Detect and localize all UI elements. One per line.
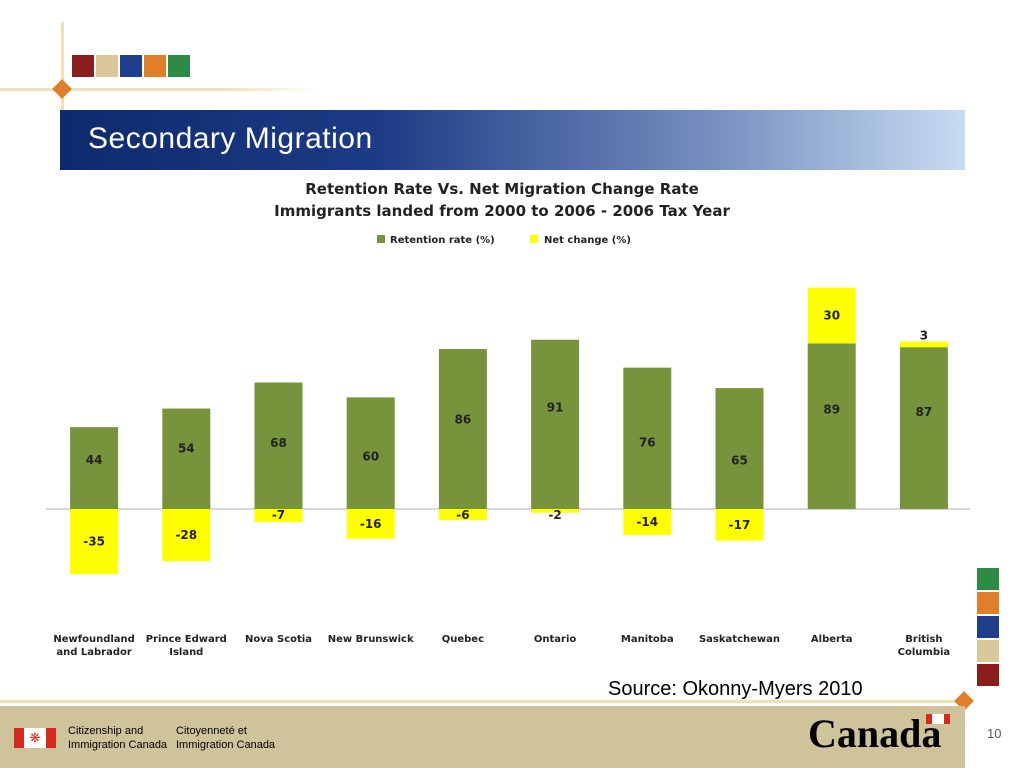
- category-label: New Brunswick: [328, 634, 414, 645]
- department-en-line-1: Citizenship and: [68, 725, 144, 737]
- category-label: Saskatchewan: [699, 634, 780, 645]
- source-citation: Source: Okonny-Myers 2010: [608, 678, 863, 700]
- bar-retention-quebec: [438, 349, 487, 509]
- bar-net-change-quebec: [438, 509, 487, 521]
- data-label-retention: 54: [178, 442, 195, 456]
- chart-title-line-2: Immigrants landed from 2000 to 2006 - 20…: [274, 202, 730, 220]
- data-label-retention: 91: [547, 400, 564, 414]
- bar-net-change-new-brunswick: [346, 509, 395, 539]
- category-label: Island: [169, 647, 203, 658]
- department-fr-line-1: Citoyenneté et: [176, 725, 247, 737]
- category-label: Nova Scotia: [245, 634, 312, 645]
- page-number: 10: [987, 726, 1002, 741]
- canada-flag-icon: ❋: [14, 728, 56, 748]
- data-label-net-change: -17: [729, 518, 751, 532]
- data-label-retention: 86: [455, 412, 472, 426]
- swatch-green: [977, 568, 999, 590]
- bar-retention-nova-scotia: [254, 382, 303, 509]
- footer-divider: [0, 700, 965, 703]
- bar-net-change-prince-edward-island: [162, 509, 211, 562]
- data-label-net-change: -35: [83, 535, 105, 549]
- bar-retention-manitoba: [623, 367, 672, 509]
- data-label-retention: 87: [916, 405, 933, 419]
- data-label-retention: 76: [639, 436, 656, 450]
- bar-retention-ontario: [531, 339, 580, 509]
- bar-retention-saskatchewan: [715, 388, 764, 509]
- category-label: British: [905, 634, 942, 645]
- color-swatch-row: [72, 55, 190, 77]
- swatch-dark-red: [977, 664, 999, 686]
- bar-retention-british-columbia: [899, 347, 948, 509]
- data-label-retention: 89: [823, 403, 840, 417]
- data-label-retention: 68: [270, 436, 287, 450]
- bar-net-change-nova-scotia: [254, 509, 303, 523]
- orange-diamond-top: [52, 79, 72, 99]
- legend-label-net-change: Net change (%): [544, 235, 631, 246]
- swatch-green: [168, 55, 190, 77]
- data-label-net-change: -16: [360, 517, 382, 531]
- data-label-retention: 44: [86, 453, 103, 467]
- data-label-net-change: -2: [548, 508, 561, 522]
- swatch-blue: [120, 55, 142, 77]
- legend-swatch-retention: [377, 235, 385, 243]
- category-label: Newfoundland: [53, 634, 134, 645]
- bar-net-change-ontario: [531, 509, 580, 513]
- category-label: Quebec: [442, 634, 484, 645]
- data-label-net-change: -7: [272, 508, 285, 522]
- data-label-net-change: -14: [636, 515, 658, 529]
- category-label: Columbia: [898, 647, 951, 658]
- chart-title-line-1: Retention Rate Vs. Net Migration Change …: [305, 180, 699, 198]
- bar-net-change-manitoba: [623, 509, 672, 536]
- slide-title: Secondary Migration: [88, 122, 373, 155]
- bar-retention-new-brunswick: [346, 397, 395, 509]
- wordmark-flag-icon: [926, 714, 950, 724]
- canada-wordmark: Canada: [808, 711, 942, 756]
- department-fr-line-2: Immigration Canada: [176, 739, 276, 751]
- bar-net-change-british-columbia: [899, 341, 948, 348]
- data-label-net-change: 30: [823, 309, 840, 323]
- bar-retention-prince-edward-island: [162, 408, 211, 509]
- data-label-net-change: -28: [175, 528, 197, 542]
- bar-retention-newfoundland-and-labrador: [70, 427, 119, 509]
- data-label-retention: 60: [362, 450, 379, 464]
- department-name-english: Citizenship and Immigration Canada: [68, 724, 167, 752]
- data-label-net-change: -6: [456, 508, 469, 522]
- bar-retention-alberta: [807, 343, 856, 509]
- category-label: Manitoba: [621, 634, 674, 645]
- title-band: Secondary Migration: [60, 110, 965, 170]
- legend-swatch-net-change: [530, 235, 538, 243]
- color-swatch-column: [977, 568, 999, 686]
- data-label-net-change: 3: [920, 329, 928, 343]
- bar-net-change-saskatchewan: [715, 509, 764, 541]
- bar-net-change-alberta: [807, 287, 856, 344]
- swatch-orange: [977, 592, 999, 614]
- footer-bar: ❋ Citizenship and Immigration Canada Cit…: [0, 706, 965, 768]
- swatch-tan: [977, 640, 999, 662]
- department-name-french: Citoyenneté et Immigration Canada: [176, 724, 275, 752]
- legend-label-retention: Retention rate (%): [390, 235, 495, 246]
- swatch-blue: [977, 616, 999, 638]
- department-en-line-2: Immigration Canada: [68, 739, 168, 751]
- bar-net-change-newfoundland-and-labrador: [70, 509, 119, 575]
- category-label: Prince Edward: [146, 634, 227, 645]
- data-label-retention: 65: [731, 454, 748, 468]
- swatch-dark-red: [72, 55, 94, 77]
- swatch-orange: [144, 55, 166, 77]
- category-label: Ontario: [534, 634, 577, 645]
- bar-chart: Retention Rate Vs. Net Migration Change …: [46, 180, 970, 658]
- category-label: and Labrador: [56, 647, 131, 658]
- decorative-horizontal-line: [0, 88, 320, 91]
- swatch-tan: [96, 55, 118, 77]
- category-label: Alberta: [811, 634, 853, 645]
